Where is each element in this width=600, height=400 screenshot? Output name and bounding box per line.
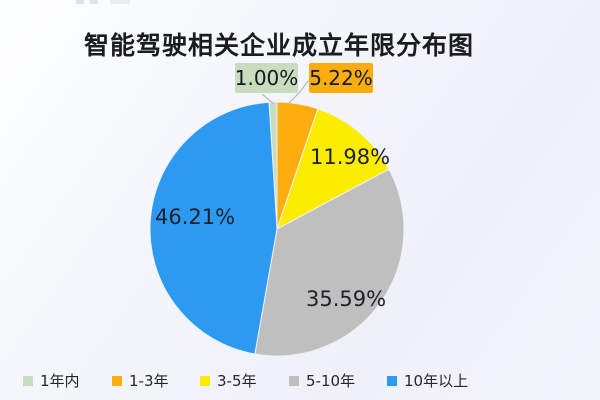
chart-title: 智能驾驶相关企业成立年限分布图: [83, 31, 474, 60]
leader-line-1年内: [261, 93, 275, 105]
legend-swatch-icon: [387, 376, 397, 386]
legend-item-1-3年[interactable]: 1-3年: [112, 371, 169, 391]
legend: 1年内 1-3年 3-5年 5-10年 10年以上: [0, 371, 600, 391]
legend-item-5-10年[interactable]: 5-10年: [289, 371, 355, 391]
callout-label-1年内: 1.00%: [235, 63, 298, 93]
legend-label: 10年以上: [404, 371, 469, 390]
legend-label: 3-5年: [217, 371, 257, 390]
legend-swatch-icon: [200, 376, 210, 386]
legend-item-3-5年[interactable]: 3-5年: [200, 371, 257, 391]
legend-swatch-icon: [23, 376, 33, 386]
legend-label: 1年内: [40, 371, 80, 390]
legend-item-10年以上[interactable]: 10年以上: [387, 371, 468, 391]
legend-label: 5-10年: [306, 371, 356, 390]
leader-line-1-3年: [287, 78, 311, 105]
callout-label-1-3年: 5.22%: [309, 63, 373, 93]
slice-label-5-10年: 35.59%: [306, 287, 387, 311]
slice-label-10年以上: 46.21%: [155, 205, 236, 229]
legend-label: 1-3年: [129, 371, 169, 390]
legend-item-1年内[interactable]: 1年内: [23, 371, 80, 391]
pie-slice-5-10年[interactable]: [254, 168, 405, 357]
legend-swatch-icon: [112, 376, 122, 386]
pie-slice-3-5年[interactable]: [276, 108, 390, 230]
cropped-top-artifact: [110, 0, 130, 4]
cropped-top-artifact: [76, 0, 84, 4]
slice-label-3-5年: 11.98%: [310, 145, 391, 169]
pie-slice-10年以上[interactable]: [149, 101, 278, 355]
cropped-top-artifact: [90, 0, 98, 4]
legend-swatch-icon: [289, 376, 299, 386]
